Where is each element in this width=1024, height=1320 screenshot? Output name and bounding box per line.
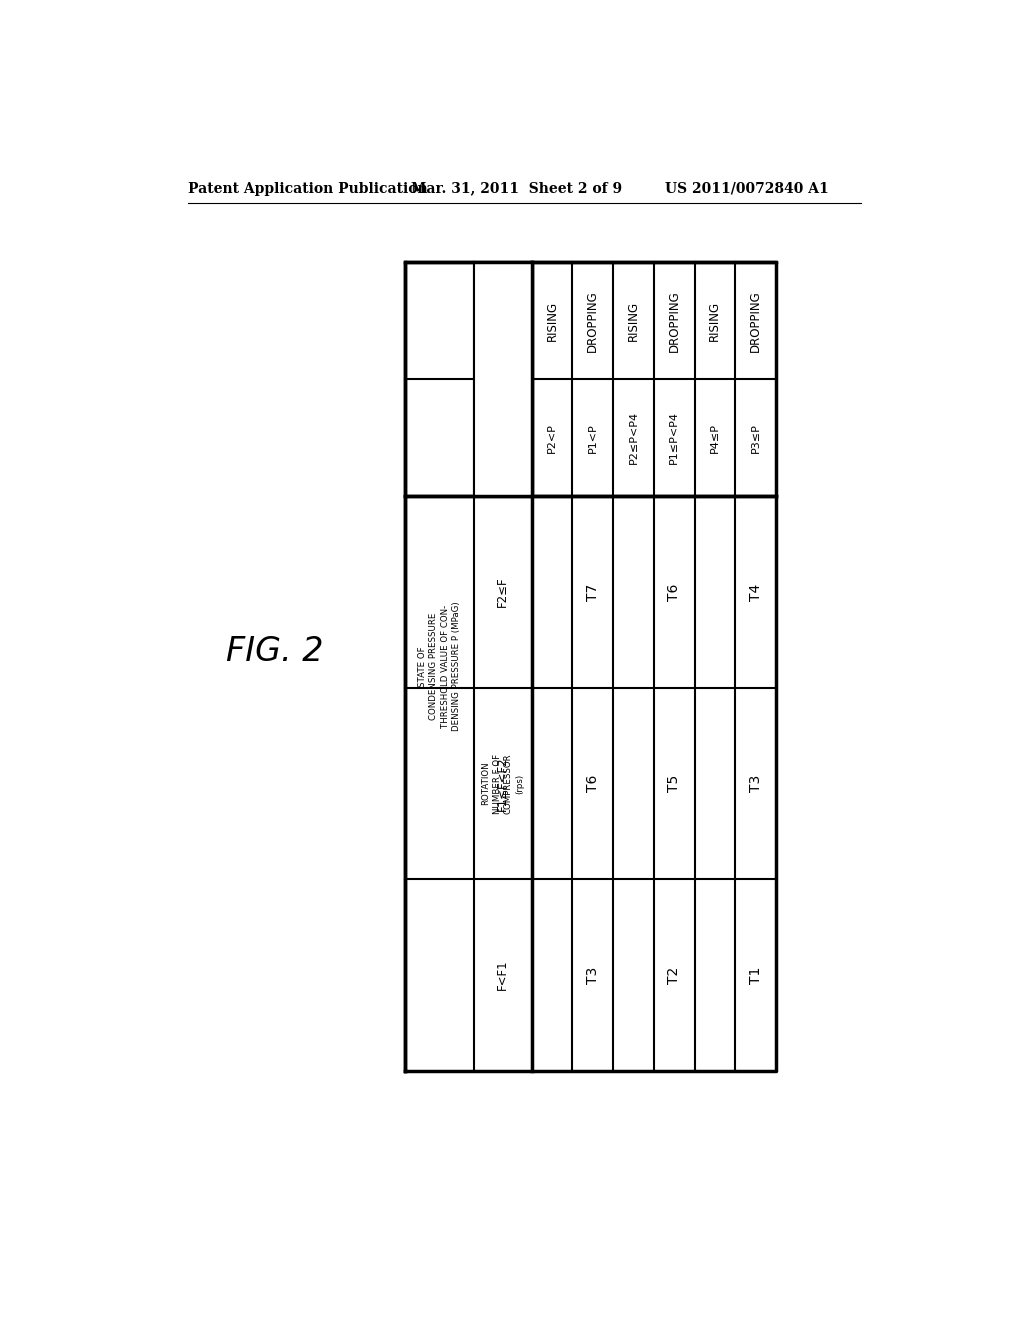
Text: T7: T7 bbox=[586, 583, 600, 601]
Text: F1≤F<F2: F1≤F<F2 bbox=[497, 756, 509, 810]
Text: US 2011/0072840 A1: US 2011/0072840 A1 bbox=[665, 182, 828, 195]
Text: RISING: RISING bbox=[546, 301, 559, 341]
Text: P2<P: P2<P bbox=[547, 422, 557, 453]
Text: P1≤P<P4: P1≤P<P4 bbox=[669, 412, 679, 465]
Text: P1<P: P1<P bbox=[588, 422, 598, 453]
Text: T5: T5 bbox=[668, 775, 681, 792]
Text: FIG. 2: FIG. 2 bbox=[226, 635, 324, 668]
Text: T1: T1 bbox=[749, 966, 763, 983]
Text: P2≤P<P4: P2≤P<P4 bbox=[629, 412, 639, 465]
Text: F2≤F: F2≤F bbox=[497, 577, 509, 607]
Text: ROTATION
NUMBER F OF
COMPRESSOR
(rps): ROTATION NUMBER F OF COMPRESSOR (rps) bbox=[481, 754, 524, 814]
Bar bbox=[474, 263, 531, 496]
Text: RISING: RISING bbox=[709, 301, 721, 341]
Text: T3: T3 bbox=[749, 775, 763, 792]
Text: T3: T3 bbox=[586, 966, 600, 983]
Text: DROPPING: DROPPING bbox=[668, 290, 681, 351]
Text: P3≤P: P3≤P bbox=[751, 422, 761, 453]
Text: T4: T4 bbox=[749, 583, 763, 601]
Text: Patent Application Publication: Patent Application Publication bbox=[188, 182, 428, 195]
Text: DROPPING: DROPPING bbox=[587, 290, 599, 351]
Text: F<F1: F<F1 bbox=[497, 960, 509, 990]
Text: P4≤P: P4≤P bbox=[710, 422, 720, 453]
Text: T2: T2 bbox=[668, 966, 681, 983]
Text: RISING: RISING bbox=[627, 301, 640, 341]
Text: DROPPING: DROPPING bbox=[750, 290, 762, 351]
Text: STATE OF
CONDENSING PRESSURE
THRESHOLD VALUE OF CON-
DENSING PRESSURE P (MPaG): STATE OF CONDENSING PRESSURE THRESHOLD V… bbox=[419, 602, 461, 731]
Text: Mar. 31, 2011  Sheet 2 of 9: Mar. 31, 2011 Sheet 2 of 9 bbox=[411, 182, 622, 195]
Text: T6: T6 bbox=[586, 775, 600, 792]
Text: T6: T6 bbox=[668, 583, 681, 601]
